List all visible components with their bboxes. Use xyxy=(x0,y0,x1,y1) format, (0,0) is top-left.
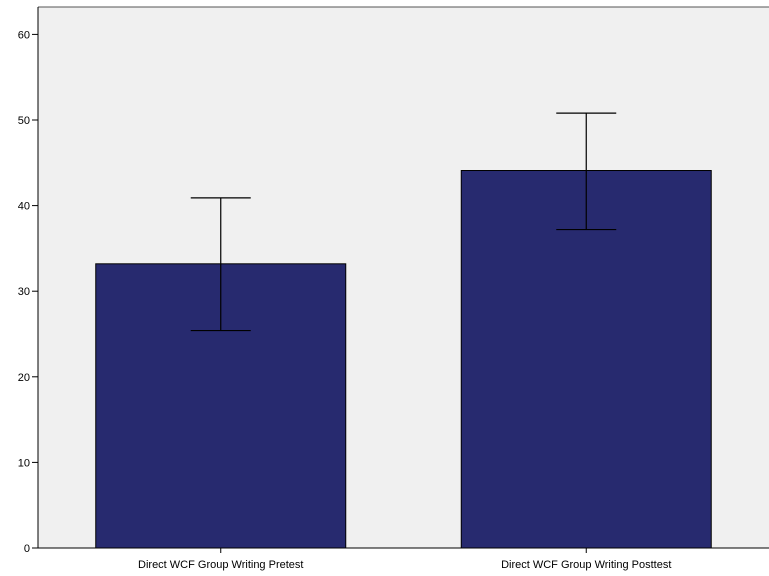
y-tick-label: 40 xyxy=(18,201,30,213)
y-tick-label: 10 xyxy=(18,457,30,469)
y-tick-label: 60 xyxy=(18,29,30,41)
y-tick-label: 30 xyxy=(18,286,30,298)
x-tick-label: Direct WCF Group Writing Pretest xyxy=(138,559,303,571)
y-axis-ticks: 0 10 20 30 40 50 60 xyxy=(18,29,38,555)
y-tick-label: 50 xyxy=(18,115,30,127)
x-axis-labels: Direct WCF Group Writing Pretest Direct W… xyxy=(138,548,671,571)
error-bars xyxy=(190,112,617,332)
y-tick-label: 20 xyxy=(18,372,30,384)
y-tick-label: 0 xyxy=(24,543,30,555)
x-tick-label: Direct WCF Group Writing Posttest xyxy=(501,559,671,571)
